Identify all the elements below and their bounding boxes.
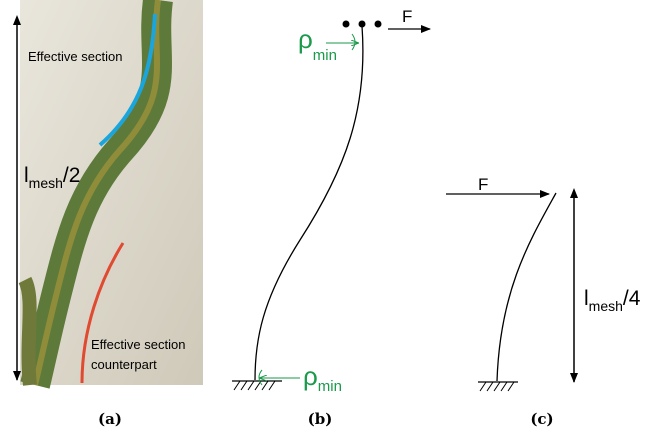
beam <box>497 193 556 381</box>
caption: (a) <box>98 410 122 428</box>
force-label: F <box>402 7 412 26</box>
beam <box>255 26 363 380</box>
length-label: lmesh/4 <box>584 287 641 314</box>
subscript: min <box>313 47 337 64</box>
force-label: F <box>478 175 488 194</box>
rho-top: ρmin <box>298 24 337 64</box>
dot <box>359 21 366 28</box>
rho-curl <box>352 34 355 50</box>
panel-b: F ρmin ρmin (b) <box>232 7 430 428</box>
figure: Effective section lmesh/2 Effective sect… <box>0 0 651 438</box>
subscript: mesh <box>589 298 623 314</box>
caption: (b) <box>308 410 333 428</box>
ratio: /4 <box>623 287 641 310</box>
dot <box>375 21 382 28</box>
hatch <box>480 382 514 391</box>
rho-bottom: ρmin <box>303 361 342 395</box>
dot <box>343 21 350 28</box>
bottom-label-1: Effective section <box>91 337 185 352</box>
strip-branch <box>25 280 30 385</box>
subscript: mesh <box>29 175 63 191</box>
top-label: Effective section <box>28 49 122 64</box>
symbol: ρ <box>298 24 313 54</box>
caption: (c) <box>530 410 553 428</box>
subscript: min <box>318 378 342 395</box>
hatch <box>234 381 275 390</box>
panel-c: F lmesh/4 (c) <box>446 175 641 428</box>
symbol: ρ <box>303 361 318 391</box>
bottom-label-2: counterpart <box>91 357 157 372</box>
ratio: /2 <box>63 164 81 187</box>
panel-a: Effective section lmesh/2 Effective sect… <box>17 0 203 428</box>
